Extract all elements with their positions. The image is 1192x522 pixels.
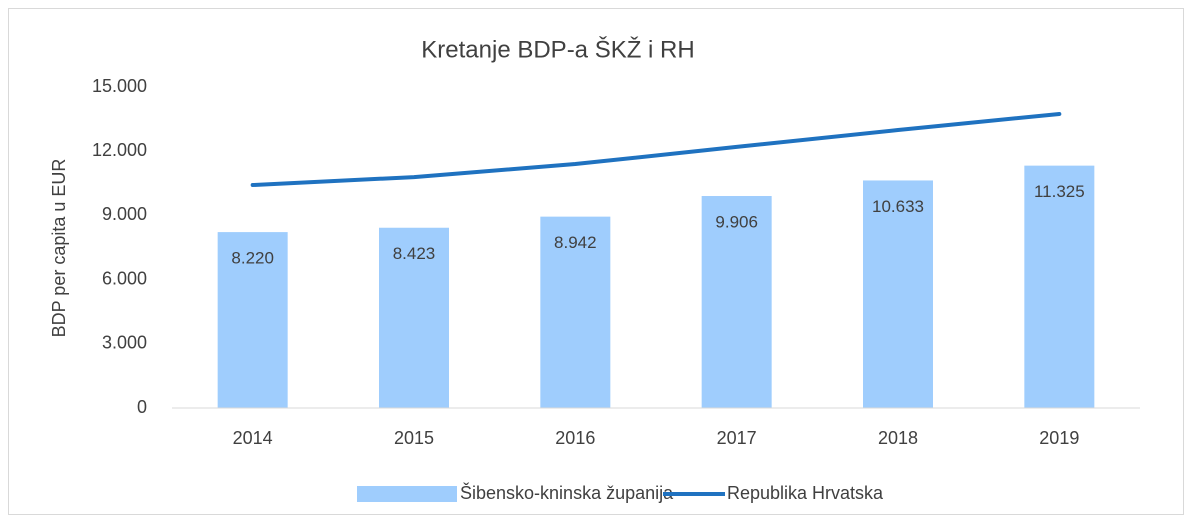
bar [701,196,772,408]
data-label: 10.633 [872,197,924,216]
bar [540,216,611,408]
bar [1024,165,1095,408]
data-label: 9.906 [715,212,758,231]
data-label: 8.220 [231,249,274,268]
line [250,111,1062,188]
legend-label: Republika Hrvatska [727,483,884,503]
x-tick-label: 2015 [394,428,434,448]
legend-swatch [357,486,457,502]
legend-label: Šibensko-kninska županija [460,482,674,503]
y-tick-label: 6.000 [102,268,147,288]
y-axis-label: BDP per capita u EUR [49,159,69,338]
bar [379,227,449,408]
bar [863,180,933,408]
bar [217,232,288,408]
data-label: 8.942 [554,233,597,252]
y-tick-label: 12.000 [92,140,147,160]
x-tick-label: 2019 [1039,428,1079,448]
data-label: 8.423 [393,244,436,263]
y-tick-label: 15.000 [92,76,147,96]
chart-title: Kretanje BDP-a ŠKŽ i RH [421,35,694,63]
x-tick-label: 2016 [555,428,595,448]
data-label: 11.325 [1034,182,1085,201]
y-tick-label: 3.000 [102,333,147,353]
y-tick-label: 9.000 [102,204,147,224]
x-tick-label: 2018 [878,428,918,448]
x-tick-label: 2014 [233,428,273,448]
y-tick-label: 0 [137,397,147,417]
x-tick-label: 2017 [717,428,757,448]
